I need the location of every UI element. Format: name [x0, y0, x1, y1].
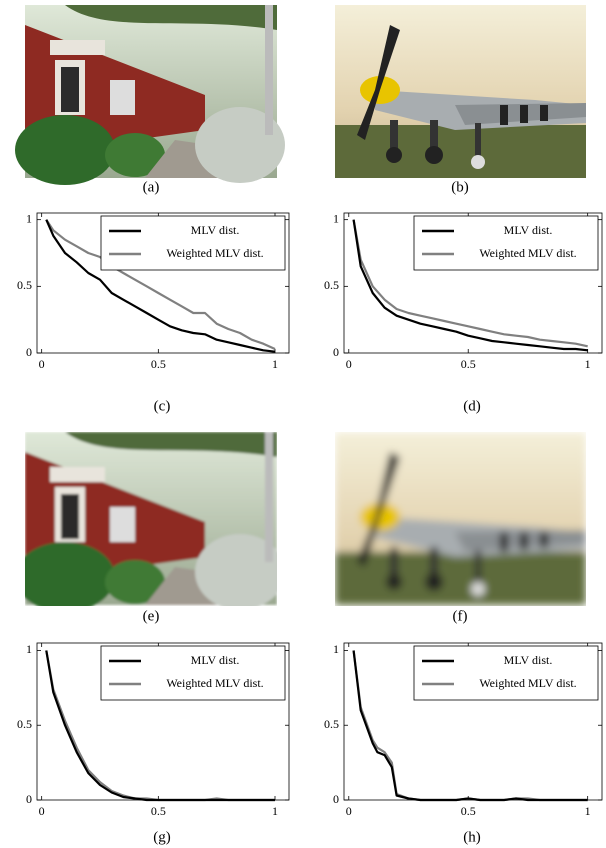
legend-label: Weighted MLV dist.: [479, 676, 576, 690]
photo: [15, 432, 285, 612]
x-tick-label: 0: [346, 357, 352, 371]
y-tick-label: 0.5: [324, 278, 339, 292]
x-tick-label: 1: [272, 357, 278, 371]
y-tick-label: 0.5: [17, 278, 32, 292]
y-tick-label: 0: [333, 792, 339, 806]
legend-label: Weighted MLV dist.: [166, 676, 263, 690]
y-tick-label: 0.5: [324, 717, 339, 731]
photo: [15, 5, 285, 185]
legend-label: Weighted MLV dist.: [166, 246, 263, 260]
y-tick-label: 0.5: [17, 717, 32, 731]
x-tick-label: 0: [346, 804, 352, 818]
y-tick-label: 1: [333, 211, 339, 225]
figure: (a) (b) (e) (f) 0 0.5 1 0 0.5 1 MLV dist. Weigh…: [0, 0, 606, 848]
caption: (e): [143, 608, 160, 624]
caption: (a): [143, 179, 160, 195]
y-tick-label: 1: [26, 642, 32, 656]
photo: [335, 432, 586, 605]
legend-label: MLV dist.: [504, 653, 553, 667]
x-tick-label: 1: [272, 804, 278, 818]
caption: (f): [453, 608, 468, 624]
x-tick-label: 0.5: [151, 357, 166, 371]
x-tick-label: 1: [585, 357, 591, 371]
x-tick-label: 0: [39, 804, 45, 818]
legend-label: MLV dist.: [191, 653, 240, 667]
y-tick-label: 0: [333, 345, 339, 359]
x-tick-label: 1: [585, 804, 591, 818]
x-tick-label: 0.5: [461, 357, 476, 371]
legend-label: Weighted MLV dist.: [479, 246, 576, 260]
photo: [335, 5, 586, 178]
legend-label: MLV dist.: [504, 223, 553, 237]
y-tick-label: 1: [333, 642, 339, 656]
caption: (d): [463, 398, 481, 414]
y-tick-label: 0: [26, 345, 32, 359]
caption: (c): [154, 398, 171, 414]
caption: (h): [463, 829, 481, 845]
x-tick-label: 0: [39, 357, 45, 371]
x-tick-label: 0.5: [461, 804, 476, 818]
legend-label: MLV dist.: [191, 223, 240, 237]
caption: (b): [451, 179, 469, 195]
x-tick-label: 0.5: [151, 804, 166, 818]
caption: (g): [153, 829, 171, 845]
y-tick-label: 1: [26, 211, 32, 225]
y-tick-label: 0: [26, 792, 32, 806]
